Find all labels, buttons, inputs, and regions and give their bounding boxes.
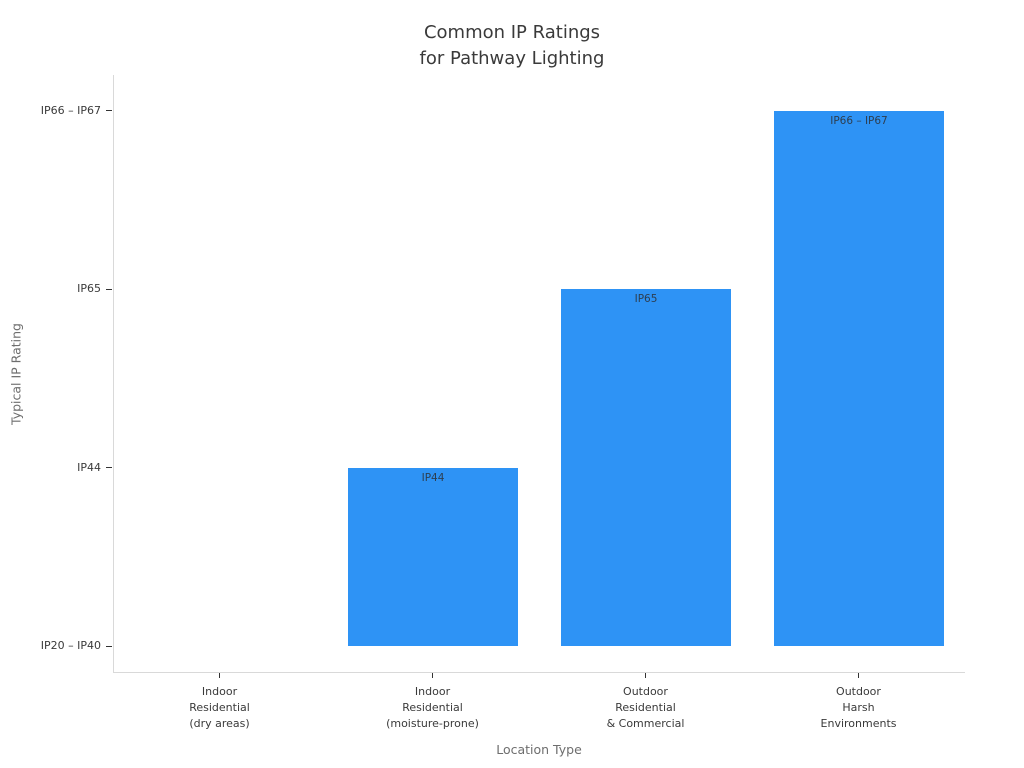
bar-label: IP44 [421, 471, 445, 484]
plot-area [113, 75, 965, 673]
y-tick-label: IP44 [77, 460, 101, 474]
y-tick-mark [106, 110, 112, 112]
y-tick-mark [106, 288, 112, 290]
x-tick-label: Indoor Residential (moisture-prone) [386, 685, 479, 730]
y-tick-mark [106, 467, 112, 469]
bar-label: IP66 – IP67 [830, 114, 888, 127]
bar-label: IP65 [634, 293, 658, 306]
chart-title: Common IP Ratings for Pathway Lighting [419, 22, 605, 69]
bar [348, 467, 518, 647]
x-tick-mark [432, 673, 433, 678]
y-tick-label: IP66 – IP67 [40, 103, 101, 117]
y-tick-label: IP65 [77, 282, 101, 296]
x-tick-label: Outdoor Harsh Environments [820, 685, 897, 730]
x-tick-label: Indoor Residential (dry areas) [189, 685, 250, 730]
y-tick-mark [106, 645, 112, 647]
x-tick-mark [858, 673, 859, 678]
x-tick-label: Outdoor Residential & Commercial [606, 685, 685, 730]
bar [561, 289, 731, 647]
y-tick-label: IP20 – IP40 [40, 639, 101, 653]
x-tick-mark [219, 673, 220, 678]
x-axis-title: Location Type [496, 742, 582, 757]
y-axis-title: Typical IP Rating [8, 323, 24, 425]
x-tick-mark [645, 673, 646, 678]
bar [774, 110, 944, 647]
